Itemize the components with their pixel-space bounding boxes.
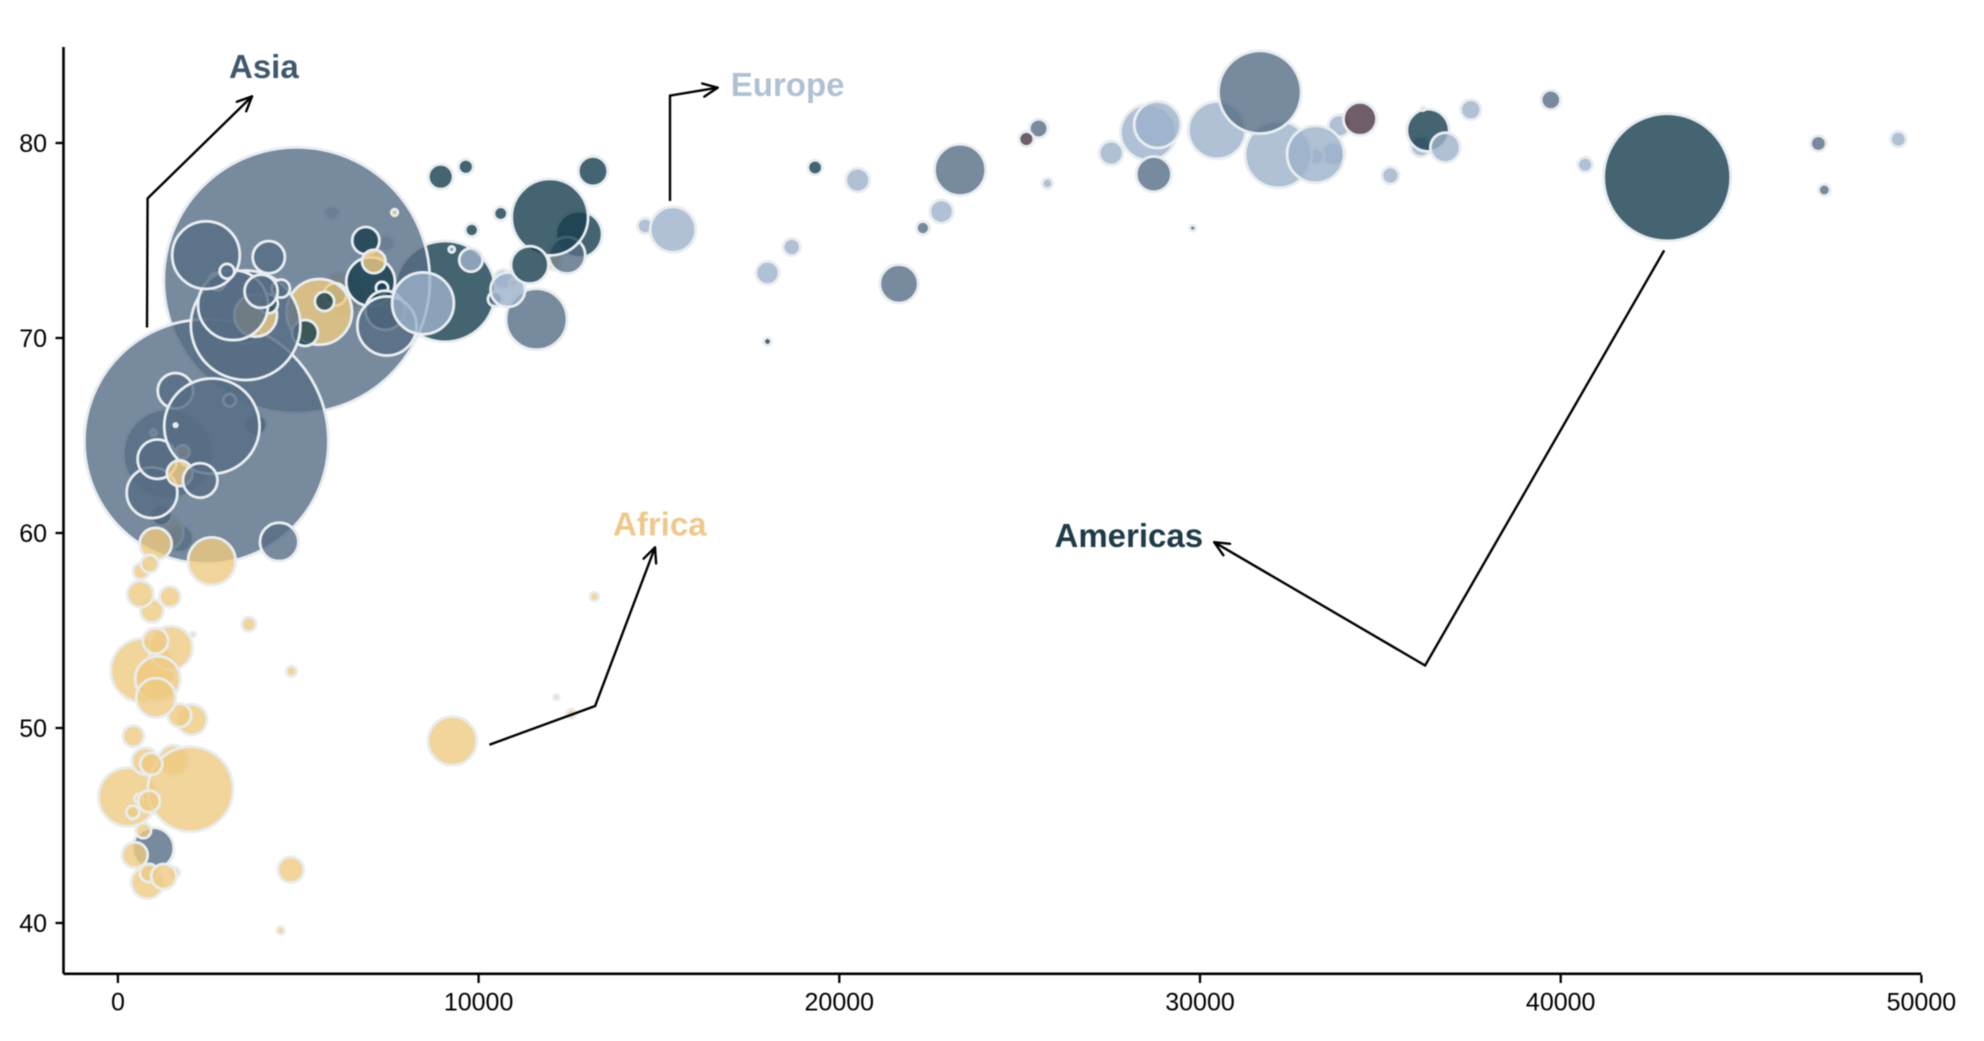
svg-text:50000: 50000: [1887, 989, 1957, 1017]
svg-text:10000: 10000: [444, 989, 514, 1017]
svg-text:Americas: Americas: [1055, 517, 1204, 554]
svg-text:40000: 40000: [1526, 989, 1596, 1017]
svg-text:70: 70: [19, 325, 47, 353]
svg-text:20000: 20000: [805, 989, 875, 1017]
svg-text:Africa: Africa: [613, 505, 707, 542]
svg-text:50: 50: [19, 715, 47, 743]
svg-text:80: 80: [19, 130, 47, 158]
svg-text:Europe: Europe: [731, 66, 845, 103]
svg-text:Asia: Asia: [229, 48, 299, 85]
svg-text:40: 40: [19, 910, 47, 938]
svg-text:60: 60: [19, 520, 47, 548]
svg-text:30000: 30000: [1165, 989, 1235, 1017]
svg-text:0: 0: [111, 989, 125, 1017]
